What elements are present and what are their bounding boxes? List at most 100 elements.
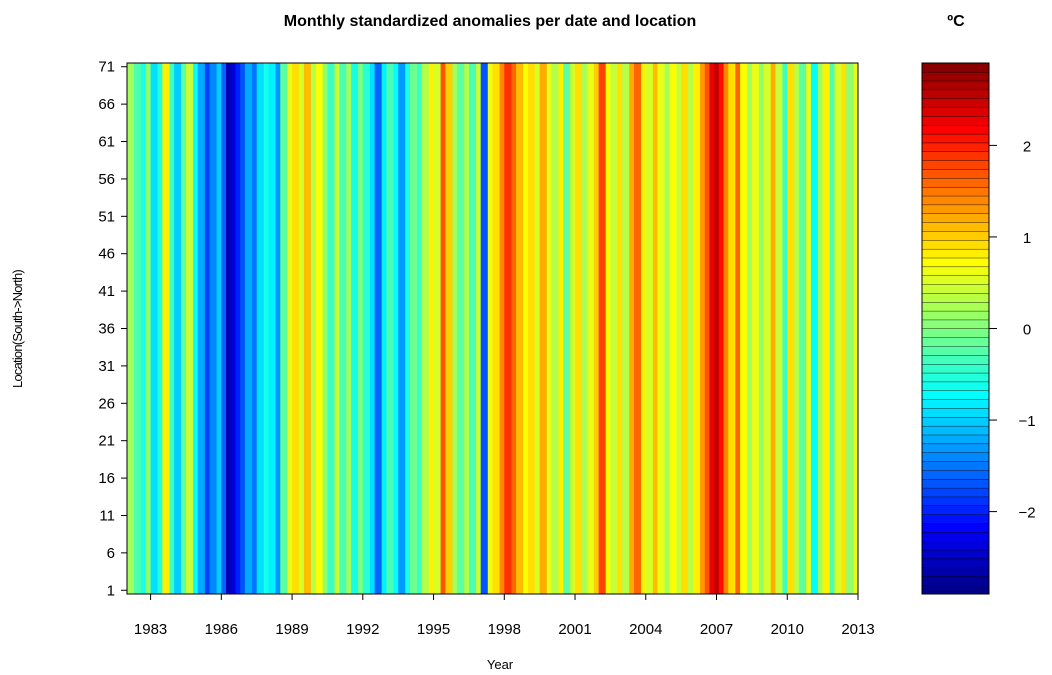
y-tick-label: 31 xyxy=(98,358,115,375)
heatmap-column xyxy=(280,63,288,594)
heatmap-column xyxy=(728,63,736,594)
y-tick-label: 41 xyxy=(98,283,115,300)
heatmap-column xyxy=(393,63,399,594)
heatmap-column xyxy=(292,63,300,594)
heatmap-column xyxy=(185,63,194,594)
colorbar-band xyxy=(921,469,990,480)
heatmap-column xyxy=(714,63,720,594)
colorbar-band xyxy=(921,151,990,161)
colorbar-band xyxy=(921,275,990,285)
colorbar-band xyxy=(921,452,990,462)
heatmap-column xyxy=(468,63,477,594)
colorbar-tick-label: −1 xyxy=(1018,413,1035,430)
y-tick-label: 56 xyxy=(98,171,115,188)
y-axis-label: Location(South->North) xyxy=(10,270,25,388)
colorbar-tick-label: 2 xyxy=(1023,138,1031,155)
y-tick-label: 61 xyxy=(98,134,115,151)
colorbar-tick-label: 0 xyxy=(1023,322,1031,339)
y-tick-label: 71 xyxy=(98,59,115,76)
heatmap-column xyxy=(334,63,340,594)
heatmap-column xyxy=(162,63,171,594)
colorbar-band xyxy=(921,407,990,418)
y-tick-label: 21 xyxy=(98,433,115,450)
x-tick-label: 1986 xyxy=(205,621,238,638)
colorbar-band xyxy=(921,584,990,595)
heatmap-column xyxy=(150,63,159,594)
heatmap-column xyxy=(417,63,423,594)
heatmap-column xyxy=(386,63,395,594)
colorbar-band xyxy=(921,89,990,99)
colorbar-band xyxy=(921,195,990,206)
heatmap-column xyxy=(209,63,218,594)
x-tick-label: 2010 xyxy=(771,621,804,638)
heatmap-column xyxy=(806,63,812,594)
heatmap-column xyxy=(310,63,317,594)
heatmap-column xyxy=(445,63,454,594)
heatmap-column xyxy=(539,63,548,594)
x-tick-label: 1998 xyxy=(488,621,521,638)
heatmap-cells xyxy=(127,63,858,594)
heatmap-column xyxy=(794,63,800,594)
heatmap-column xyxy=(169,63,175,594)
heatmap-column xyxy=(575,63,583,594)
heatmap-column xyxy=(480,63,489,594)
heatmap-column xyxy=(834,63,843,594)
y-tick-label: 6 xyxy=(107,545,115,562)
heatmap-column xyxy=(546,63,553,594)
heatmap-column xyxy=(134,63,142,594)
heatmap-column xyxy=(433,63,442,594)
heatmap-column xyxy=(452,63,458,594)
heatmap-column xyxy=(322,63,329,594)
heatmap-column xyxy=(475,63,482,594)
heatmap-column xyxy=(181,63,187,594)
colorbar-band xyxy=(921,292,990,303)
heatmap-column xyxy=(421,63,430,594)
heatmap-column xyxy=(657,63,666,594)
heatmap-column xyxy=(303,63,312,594)
colorbar-band xyxy=(921,328,990,338)
heatmap-column xyxy=(405,63,411,594)
colorbar-band xyxy=(921,239,990,250)
heatmap-column xyxy=(263,63,270,594)
colorbar-band xyxy=(921,496,990,506)
heatmap-column xyxy=(617,63,623,594)
heatmap-column xyxy=(230,63,237,594)
colorbar-band xyxy=(921,213,990,223)
heatmap-column xyxy=(709,63,715,594)
heatmap-column xyxy=(157,63,163,594)
heatmap-column xyxy=(692,63,701,594)
colorbar-band xyxy=(921,230,990,241)
heatmap-column xyxy=(770,63,777,594)
heatmap-column xyxy=(688,63,694,594)
y-tick-label: 1 xyxy=(107,582,115,599)
heatmap-column xyxy=(511,63,517,594)
colorbar-band xyxy=(921,266,990,276)
heatmap-column xyxy=(704,63,711,594)
x-axis: 1983 1986 1989 1992 1995 1998 2001 2004 2007 2010… xyxy=(134,594,875,638)
x-tick-label: 1992 xyxy=(346,621,379,638)
colorbar-band xyxy=(921,363,990,374)
x-tick-label: 2013 xyxy=(841,621,874,638)
colorbar-band xyxy=(921,416,990,427)
heatmap-column xyxy=(362,63,371,594)
colorbar-band xyxy=(921,257,990,268)
heatmap-column xyxy=(664,63,670,594)
x-tick-label: 2001 xyxy=(558,621,591,638)
heatmap-column xyxy=(398,63,406,594)
heatmap-column xyxy=(758,63,765,594)
colorbar-band xyxy=(921,567,990,577)
y-tick-label: 11 xyxy=(99,507,115,524)
colorbar-band xyxy=(921,549,990,560)
heatmap-column xyxy=(551,63,560,594)
x-tick-label: 1989 xyxy=(275,621,308,638)
heatmap-column xyxy=(327,63,336,594)
heatmap-column xyxy=(268,63,277,594)
colorbar-band xyxy=(921,186,990,197)
heatmap-column xyxy=(527,63,536,594)
colorbar-band xyxy=(921,354,990,365)
heatmap-column xyxy=(204,63,211,594)
heatmap-column xyxy=(440,63,446,594)
colorbar-band xyxy=(921,425,990,436)
heatmap-column xyxy=(240,63,246,594)
